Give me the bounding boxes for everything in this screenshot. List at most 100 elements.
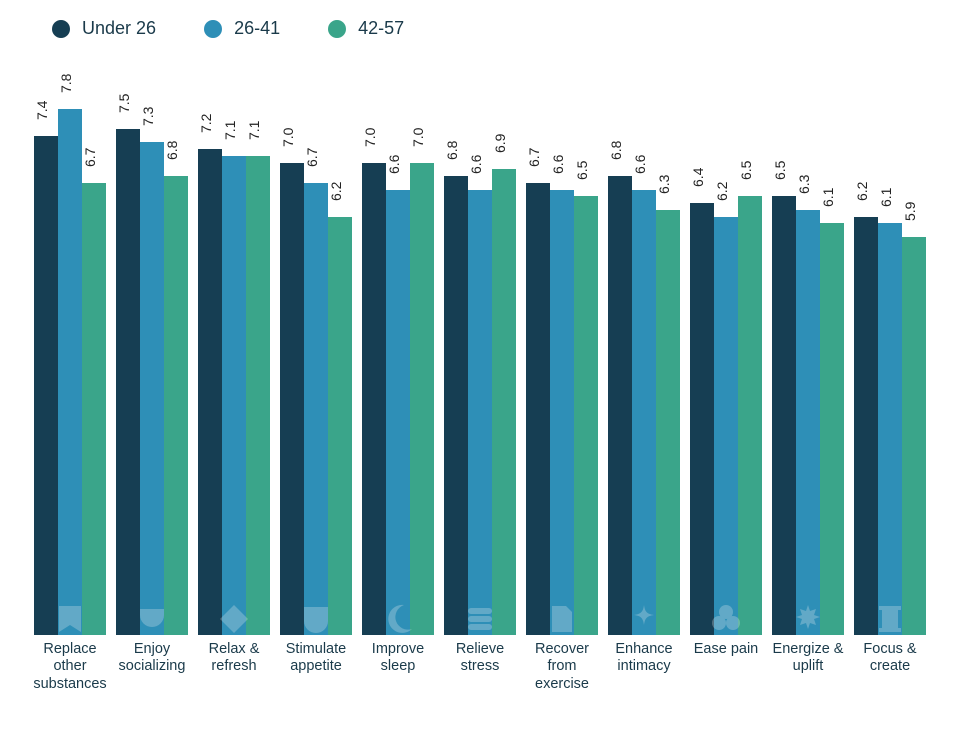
bar-value-label: 6.2: [714, 181, 730, 200]
bar-group: 6.26.15.9Focus & create: [852, 95, 928, 685]
legend-swatch: [204, 20, 222, 38]
legend-item: 26-41: [204, 18, 280, 39]
bar-value-label: 6.2: [854, 181, 870, 200]
bar: 6.3: [796, 210, 820, 635]
bar-value-label: 5.9: [902, 201, 918, 220]
category-label: Relax & refresh: [196, 641, 272, 685]
category-label: Energize & uplift: [770, 641, 846, 685]
bar: 6.2: [714, 217, 738, 636]
page-icon: [546, 603, 578, 635]
bar: 6.6: [386, 190, 410, 636]
bar-rect: [902, 237, 926, 635]
bar: 7.2: [198, 149, 222, 635]
bar: 7.8: [58, 109, 82, 636]
bar-rect: [878, 223, 902, 635]
category-label: Enhance intimacy: [606, 641, 682, 685]
bar-rect: [492, 169, 516, 635]
bar-rect: [690, 203, 714, 635]
bar-value-label: 6.5: [772, 161, 788, 180]
bar-value-label: 7.3: [140, 107, 156, 126]
bar: 6.6: [632, 190, 656, 636]
bar-group: 6.86.66.9Relieve stress: [442, 95, 518, 685]
bar: 7.0: [280, 163, 304, 636]
bar-rect: [328, 217, 352, 636]
sparkle-icon: [628, 603, 660, 635]
bar-rect: [468, 190, 492, 636]
bar-rect: [386, 190, 410, 636]
bar-cluster: 7.2 7.1 7.1: [196, 95, 272, 635]
bar-rect: [304, 183, 328, 635]
bar-value-label: 7.4: [34, 100, 50, 119]
bar-value-label: 7.0: [362, 127, 378, 146]
bar: 6.1: [820, 223, 844, 635]
bar-cluster: 7.57.36.8: [114, 95, 190, 635]
bar-value-label: 6.9: [492, 134, 508, 153]
bar-group: 7.57.36.8Enjoy socializing: [114, 95, 190, 685]
bar-rect: [632, 190, 656, 636]
legend-swatch: [328, 20, 346, 38]
bar-rect: [550, 190, 574, 636]
bar-rect: [444, 176, 468, 635]
bar-group: 7.06.67.0Improve sleep: [360, 95, 436, 685]
bar-rect: [246, 156, 270, 635]
legend-item: 42-57: [328, 18, 404, 39]
bar: 6.1: [878, 223, 902, 635]
bar-group: 6.8 6.66.3 Enhance intimacy: [606, 95, 682, 685]
bar: 6.7: [82, 183, 106, 635]
bar-value-label: 6.5: [738, 161, 754, 180]
bar-rect: [34, 136, 58, 636]
bar-rect: [854, 217, 878, 636]
bar-group: 6.46.26.5Ease pain: [688, 95, 764, 685]
bar-group: 7.06.7 6.2 Stimulate appetite: [278, 95, 354, 685]
bar-value-label: 6.1: [820, 188, 836, 207]
bar-chart: 7.47.86.7Replace other substances7.57.36…: [30, 95, 930, 685]
bar-value-label: 6.8: [608, 141, 624, 160]
bar-value-label: 7.1: [246, 120, 262, 139]
bar-rect: [362, 163, 386, 636]
bookmark-icon: [54, 603, 86, 635]
bar-rect: [410, 163, 434, 636]
legend-label: 26-41: [234, 18, 280, 39]
bar-value-label: 6.7: [82, 147, 98, 166]
bar-value-label: 6.2: [328, 181, 344, 200]
bar-rect: [656, 210, 680, 635]
bar: 6.9: [492, 169, 516, 635]
bar-rect: [164, 176, 188, 635]
bar-cluster: 6.76.66.5: [524, 95, 600, 635]
bar-rect: [608, 176, 632, 635]
burst-icon: [792, 603, 824, 635]
bar-cluster: 7.06.7 6.2: [278, 95, 354, 635]
bar: 6.8: [164, 176, 188, 635]
bar-group: 7.2 7.1 7.1 Relax & refresh: [196, 95, 272, 685]
bar-value-label: 6.3: [796, 174, 812, 193]
bar-group: 6.56.36.1Energize & uplift: [770, 95, 846, 685]
bar-group: 6.76.66.5Recover from exercise: [524, 95, 600, 685]
bar-rect: [820, 223, 844, 635]
bar-cluster: 6.56.36.1: [770, 95, 846, 635]
category-label: Enjoy socializing: [114, 641, 190, 685]
clover-icon: [710, 603, 742, 635]
chart-legend: Under 2626-4142-57: [52, 18, 930, 39]
bar: 7.1: [246, 156, 270, 635]
bar: 6.7: [526, 183, 550, 635]
category-label: Stimulate appetite: [278, 641, 354, 685]
bar-rect: [714, 217, 738, 636]
bar-value-label: 6.6: [386, 154, 402, 173]
bar-value-label: 6.4: [690, 168, 706, 187]
moon-icon: [382, 603, 414, 635]
bar-value-label: 6.3: [656, 174, 672, 193]
category-label: Improve sleep: [360, 641, 436, 685]
category-label: Focus & create: [852, 641, 928, 685]
bar-cluster: 6.26.15.9: [852, 95, 928, 635]
bar-value-label: 7.0: [410, 127, 426, 146]
bar-rect: [738, 196, 762, 635]
bar-value-label: 6.7: [304, 147, 320, 166]
bar: 6.2: [854, 217, 878, 636]
bar-value-label: 6.8: [164, 141, 180, 160]
bar-group: 7.47.86.7Replace other substances: [32, 95, 108, 685]
bar: 7.0: [362, 163, 386, 636]
bar: 6.3: [656, 210, 680, 635]
bar-rect: [198, 149, 222, 635]
legend-swatch: [52, 20, 70, 38]
bar: 7.4: [34, 136, 58, 636]
